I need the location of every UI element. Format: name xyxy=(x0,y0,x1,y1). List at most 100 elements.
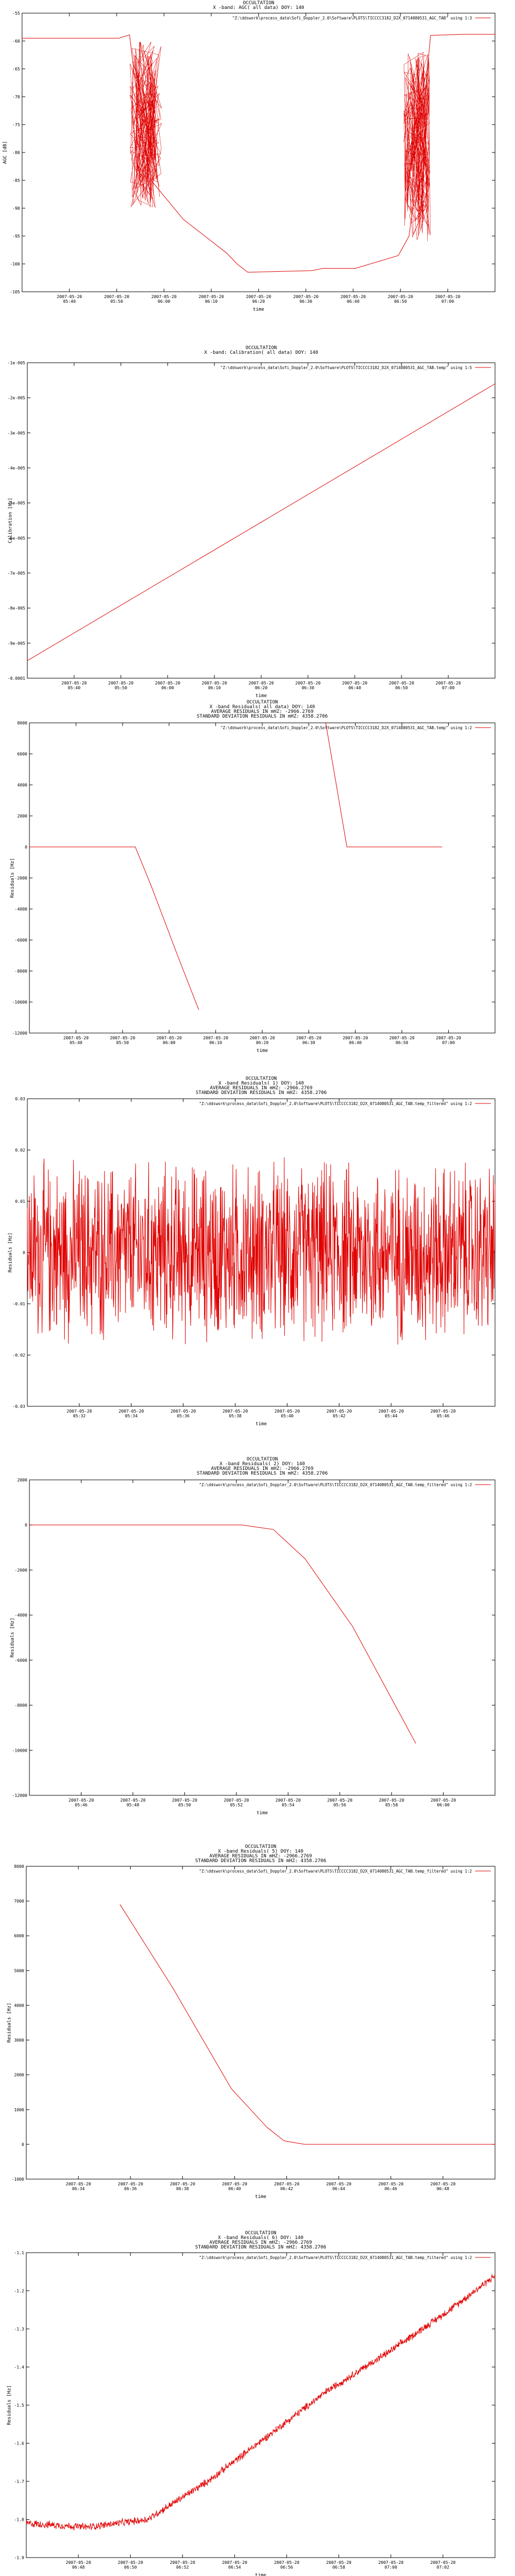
x-tick-label-part: 06:40 xyxy=(347,299,359,304)
x-tick-label: 2007-05-20 06:58 xyxy=(326,2560,352,2570)
x-tick-label-part: 2007-05-20 xyxy=(170,2560,195,2565)
y-tick-label: -85 xyxy=(13,178,20,183)
x-tick-label-part: 05:58 xyxy=(385,1803,398,1807)
y-tick-label: -8000 xyxy=(15,969,27,974)
y-tick-label: -4e-005 xyxy=(7,466,25,471)
x-tick-label-part: 05:32 xyxy=(73,1414,86,1418)
y-tick-label: -1000 xyxy=(12,2177,24,2182)
x-tick-label: 2007-05-20 06:20 xyxy=(246,294,271,304)
x-tick-label: 2007-05-20 05:50 xyxy=(104,294,129,304)
x-tick-label-part: 05:50 xyxy=(116,1040,129,1045)
x-tick-label-part: 06:38 xyxy=(176,2186,189,2191)
x-tick-label-part: 2007-05-20 xyxy=(430,1409,456,1414)
x-tick-label-part: 05:48 xyxy=(127,1803,139,1807)
series-line-1 xyxy=(29,846,199,1010)
x-tick-label: 2007-05-20 06:30 xyxy=(293,294,318,304)
x-tick-label: 2007-05-20 05:56 xyxy=(327,1798,353,1807)
chart-title-line: AVERAGE RESIDUALS IN mHZ: -2966.2769 xyxy=(211,709,313,714)
x-tick-label: 2007-05-20 06:20 xyxy=(249,681,274,690)
y-axis-label: Residuals [Hz] xyxy=(10,1618,15,1658)
chart-title-line: X -band Residuals( 2) DOY: 140 xyxy=(220,1461,305,1467)
x-tick-label: 2007-05-20 07:00 xyxy=(435,294,460,304)
x-tick-label-part: 2007-05-20 xyxy=(378,2560,404,2565)
y-axis-label: Residuals [Hz] xyxy=(7,2003,12,2043)
x-tick-label-part: 2007-05-20 xyxy=(436,681,461,686)
y-tick-label: -10000 xyxy=(12,1748,27,1753)
x-tick-label-part: 06:00 xyxy=(163,1040,176,1045)
x-tick-label: 2007-05-20 06:50 xyxy=(388,294,413,304)
plot-frame xyxy=(29,722,496,1034)
x-tick-label-part: 07:00 xyxy=(442,1040,455,1045)
y-tick-label: -4000 xyxy=(15,907,27,912)
series-noise xyxy=(129,42,162,208)
x-tick-label-part: 2007-05-20 xyxy=(436,1036,461,1040)
x-tick-label-part: 05:50 xyxy=(178,1803,191,1807)
x-tick-label: 2007-05-20 05:32 xyxy=(67,1409,92,1418)
x-tick-label-part: 2007-05-20 xyxy=(274,2182,299,2186)
y-tick-label: -8e-005 xyxy=(7,606,25,611)
y-tick-label: -1.9 xyxy=(14,2555,24,2560)
x-tick-label-part: 2007-05-20 xyxy=(249,681,274,686)
legend-entry: "Z:\ddswork\process_data\Sofi_Doppler_2.… xyxy=(199,1483,472,1487)
y-tick-label: -1.5 xyxy=(14,2403,24,2408)
chart-title-line: STANDARD DEVIATION RESIDUALS IN mHZ: 435… xyxy=(195,1090,326,1096)
x-tick-label-part: 06:00 xyxy=(161,686,174,690)
x-tick-label-part: 2007-05-20 xyxy=(68,1798,94,1803)
x-tick-label-part: 06:30 xyxy=(300,299,312,304)
x-tick-label-part: 05:46 xyxy=(75,1803,87,1807)
x-tick-label: 2007-05-20 05:34 xyxy=(119,1409,144,1418)
x-tick-label-part: 06:20 xyxy=(252,299,265,304)
x-tick-label-part: 05:40 xyxy=(70,1040,83,1045)
x-tick-label-part: 2007-05-20 xyxy=(119,1409,144,1414)
x-tick-label-part: 05:44 xyxy=(385,1414,397,1418)
x-tick-label: 2007-05-20 06:36 xyxy=(118,2182,143,2191)
x-tick-label-part: 2007-05-20 xyxy=(327,1798,353,1803)
x-tick-label: 2007-05-20 06:50 xyxy=(389,1036,415,1045)
chart-title-line: OCCULTATION xyxy=(245,2231,276,2236)
x-tick-label-part: 2007-05-20 xyxy=(110,1036,135,1040)
x-tick-label: 2007-05-20 06:40 xyxy=(341,294,366,304)
x-tick-label: 2007-05-20 05:54 xyxy=(275,1798,301,1807)
y-tick-label: -70 xyxy=(13,95,20,99)
x-tick-label: 2007-05-20 07:00 xyxy=(436,1036,461,1045)
x-tick-label-part: 05:50 xyxy=(115,686,127,690)
chart-title-line: X -band Residuals( 1) DOY: 140 xyxy=(219,1081,304,1086)
x-tick-label: 2007-05-20 05:58 xyxy=(379,1798,404,1807)
x-tick-label: 2007-05-20 06:40 xyxy=(222,2182,247,2191)
x-tick-label-part: 06:00 xyxy=(437,1803,450,1807)
x-tick-label: 2007-05-20 05:38 xyxy=(222,1409,248,1418)
x-tick-label-part: 2007-05-20 xyxy=(202,681,227,686)
y-tick-label: 2000 xyxy=(17,1478,27,1483)
x-tick-label-part: 2007-05-20 xyxy=(296,1036,322,1040)
x-tick-label-part: 2007-05-20 xyxy=(118,2182,143,2186)
y-axis-label: Residuals [Hz] xyxy=(7,2385,12,2425)
x-tick-label-part: 2007-05-20 xyxy=(199,294,224,299)
y-tick-label: 1000 xyxy=(14,2108,24,2112)
plot-frame xyxy=(26,1866,496,2180)
x-tick-label-part: 05:36 xyxy=(177,1414,190,1418)
x-tick-label-part: 2007-05-20 xyxy=(66,2182,91,2186)
x-tick-label-part: 2007-05-20 xyxy=(388,294,413,299)
x-tick-label: 2007-05-20 05:52 xyxy=(224,1798,249,1807)
x-tick-label-part: 06:30 xyxy=(303,1040,315,1045)
x-tick-label-part: 2007-05-20 xyxy=(157,1036,182,1040)
x-tick-label-part: 2007-05-20 xyxy=(341,294,366,299)
y-tick-label: 2000 xyxy=(17,814,27,819)
x-tick-label: 2007-05-20 06:00 xyxy=(155,681,180,690)
x-tick-label-part: 06:54 xyxy=(228,2565,241,2570)
chart-title-line: OCCULTATION xyxy=(246,700,278,705)
y-tick-label: -1.4 xyxy=(14,2365,24,2370)
y-tick-label: 6000 xyxy=(14,1934,24,1938)
legend-entry: "Z:\ddswork\process_data\Sofi_Doppler_2.… xyxy=(199,2255,472,2260)
y-tick-label: 0 xyxy=(25,1523,27,1528)
y-tick-label: 3000 xyxy=(14,2038,24,2043)
y-axis-label: Residuals [Hz] xyxy=(8,1233,13,1273)
chart-title-line: STANDARD DEVIATION RESIDUALS IN mHZ: 435… xyxy=(197,1471,327,1476)
x-tick-label-part: 2007-05-20 xyxy=(342,681,367,686)
y-tick-label: -6e-005 xyxy=(7,536,25,540)
